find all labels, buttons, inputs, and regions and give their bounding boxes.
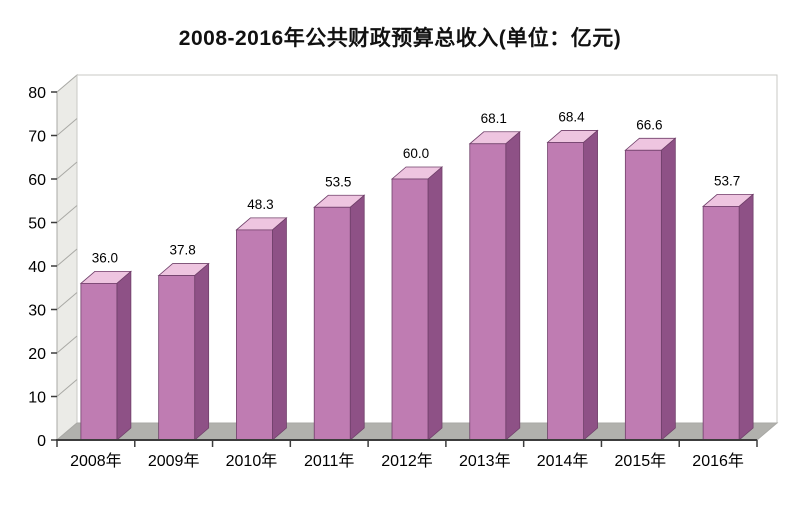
bar-side-face xyxy=(349,194,365,441)
y-axis-tick-label: 80 xyxy=(28,85,46,102)
wall-gridline xyxy=(56,248,78,267)
bar-value-label: 53.5 xyxy=(325,174,351,189)
bar-side-face xyxy=(738,193,754,441)
y-axis-tick-label: 10 xyxy=(28,390,46,407)
y-axis-tick-label: 70 xyxy=(28,129,46,146)
x-axis-category-label: 2008年 xyxy=(70,452,122,470)
wall-gridline xyxy=(56,118,78,136)
wall-gridline xyxy=(56,335,78,354)
wall-gridline xyxy=(56,205,78,223)
wall-gridline xyxy=(56,161,78,180)
chart-title: 2008-2016年公共财政预算总收入(单位：亿元) xyxy=(178,27,622,50)
bar-front-face xyxy=(236,229,273,441)
x-axis-category-label: 2012年 xyxy=(381,452,433,470)
y-axis-tick-label: 40 xyxy=(28,259,46,276)
bar-front-face xyxy=(391,178,429,441)
y-axis-tick-label: 60 xyxy=(28,172,46,189)
wall-gridline xyxy=(56,379,78,397)
y-axis-tick-label: 20 xyxy=(28,346,46,363)
x-axis-category-label: 2013年 xyxy=(459,452,511,470)
bar-value-label: 68.1 xyxy=(481,111,507,126)
bar-value-label: 53.7 xyxy=(714,173,740,188)
y-axis-tick-label: 50 xyxy=(28,216,46,233)
bar-value-label: 60.0 xyxy=(403,146,429,161)
x-axis-category-label: 2015年 xyxy=(615,452,667,470)
bar-side-face xyxy=(660,137,676,441)
bar-side-face xyxy=(427,166,443,441)
x-axis-category-label: 2009年 xyxy=(148,452,200,470)
bar-front-face xyxy=(469,143,507,441)
bar-side-face xyxy=(583,129,598,441)
x-axis-category-label: 2014年 xyxy=(537,452,589,470)
bar-front-face xyxy=(547,142,584,441)
x-axis-category-label: 2011年 xyxy=(304,452,354,470)
bar-value-label: 36.0 xyxy=(92,250,118,265)
bar-side-face xyxy=(116,270,132,441)
bar-front-face xyxy=(158,275,196,441)
bar-value-label: 48.3 xyxy=(247,197,273,212)
bar-front-face xyxy=(80,282,118,441)
bar-front-face xyxy=(702,206,740,441)
y-axis-tick-label: 30 xyxy=(28,303,46,320)
bar-side-face xyxy=(272,217,287,441)
bar-side-face xyxy=(194,262,210,441)
wall-gridline xyxy=(56,292,78,310)
bar-value-label: 37.8 xyxy=(170,243,196,258)
x-axis-category-label: 2010年 xyxy=(226,452,278,470)
x-axis-category-label: 2016年 xyxy=(692,452,744,470)
bar-front-face xyxy=(624,149,662,441)
bar-value-label: 66.6 xyxy=(636,117,662,132)
bar-side-face xyxy=(505,130,521,441)
y-axis-tick-label: 0 xyxy=(37,433,46,450)
bar-value-label: 68.4 xyxy=(558,109,585,124)
bar-front-face xyxy=(313,206,351,441)
